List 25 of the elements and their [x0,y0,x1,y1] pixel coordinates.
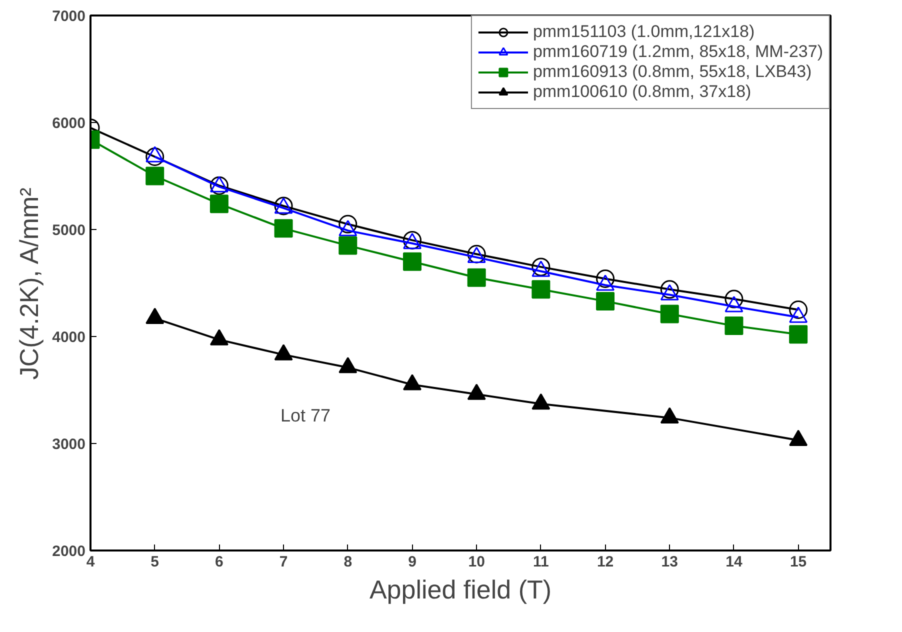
y-axis-title: JC(4.2K), A/mm² [14,187,44,380]
y-tick-label: 2000 [52,543,86,560]
x-tick-label: 6 [215,554,224,570]
x-tick-label: 13 [661,554,678,570]
y-tick-label: 6000 [52,115,86,132]
x-tick-label: 7 [279,554,288,570]
y-tick-label: 7000 [52,8,86,25]
x-tick-label: 14 [726,554,743,570]
x-tick-label: 10 [468,554,485,570]
annotation: Lot 77 [280,406,331,426]
x-tick-label: 5 [150,554,160,570]
legend-label: pmm160719 (1.2mm, 85x18, MM-237) [532,42,823,62]
x-tick-label: 4 [86,554,96,570]
legend-label: pmm100610 (0.8mm, 37x18) [532,82,752,102]
x-tick-label: 9 [408,554,416,570]
x-tick-label: 8 [344,554,352,570]
x-tick-label: 11 [533,554,549,570]
y-tick-label: 5000 [52,222,86,239]
x-tick-label: 12 [596,554,614,570]
y-tick-label: 4000 [52,329,86,346]
y-tick-label: 3000 [52,436,86,453]
x-tick-label: 15 [790,554,807,570]
legend-label: pmm160913 (0.8mm, 55x18, LXB43) [532,62,812,82]
legend-label: pmm151103 (1.0mm,121x18) [532,22,755,42]
x-axis-title: Applied field (T) [369,574,552,604]
